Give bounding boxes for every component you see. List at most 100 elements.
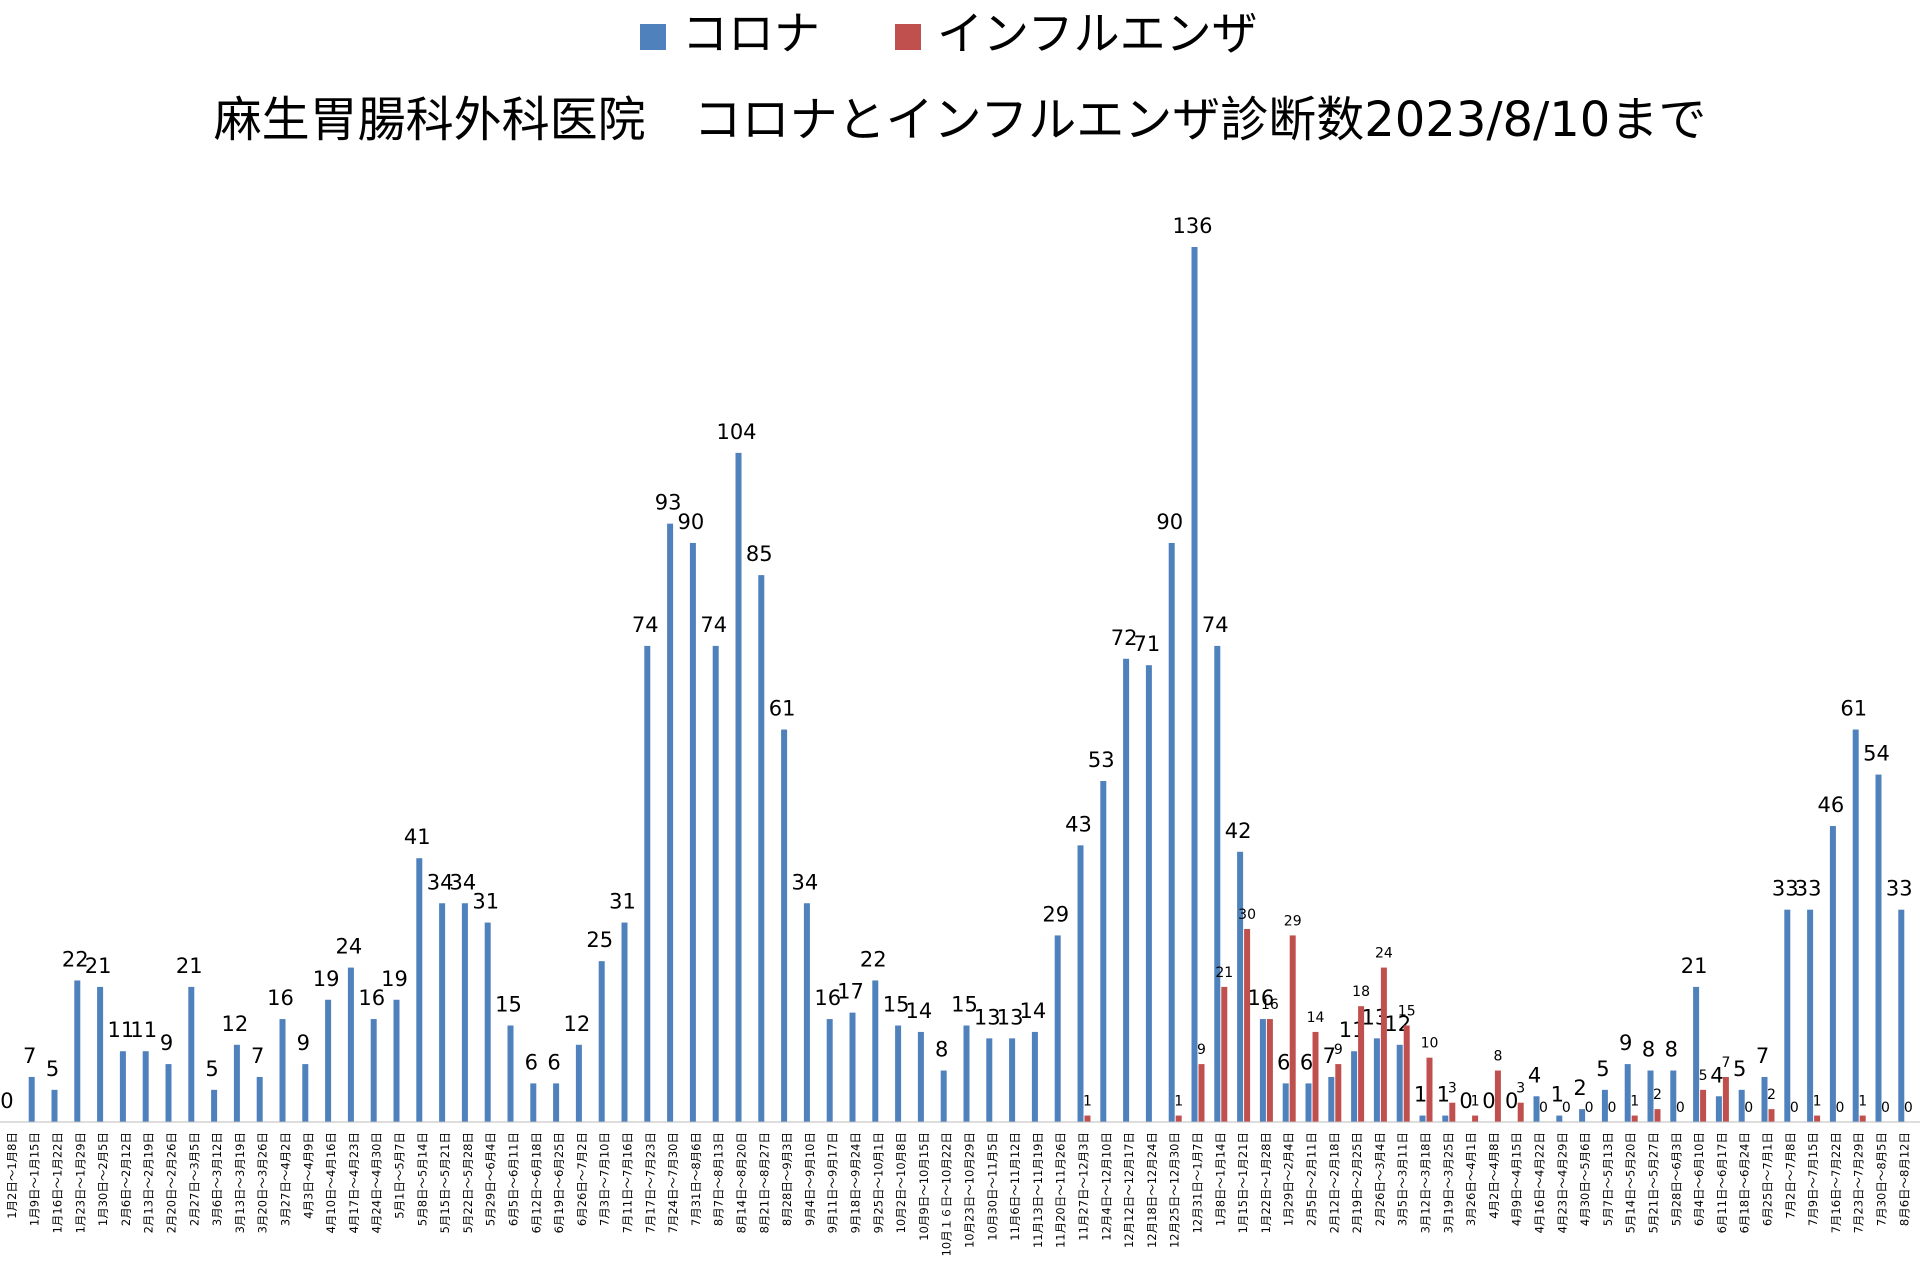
x-tick-label: 2月6日～2月12日 [119, 1132, 133, 1226]
bar [1533, 1096, 1540, 1122]
x-tick-label: 3月6日～3月12日 [210, 1132, 224, 1226]
bar [1722, 1076, 1729, 1122]
data-label: 9 [297, 1031, 310, 1055]
x-tick-label: 7月17日～7月23日 [643, 1132, 657, 1233]
x-tick-label: 11月27日～12月3日 [1077, 1132, 1091, 1241]
x-tick-label: 6月26日～7月2日 [575, 1132, 589, 1226]
data-label: 16 [358, 986, 385, 1010]
bar [849, 1012, 856, 1122]
x-tick-label: 4月16日～4月22日 [1533, 1132, 1547, 1233]
bar [1145, 665, 1152, 1122]
bar [1312, 1031, 1319, 1122]
bar [1738, 1089, 1745, 1122]
data-label: 5 [1596, 1057, 1609, 1081]
bar [439, 903, 446, 1122]
bar [28, 1076, 35, 1122]
data-label: 29 [1284, 913, 1302, 929]
x-tick-label: 3月27日～4月2日 [279, 1132, 293, 1226]
bar [1282, 1083, 1289, 1122]
x-tick-label: 5月7日～5月13日 [1601, 1132, 1615, 1226]
x-tick-label: 4月3日～4月9日 [301, 1132, 315, 1219]
bar [1654, 1109, 1661, 1122]
bar [1077, 845, 1084, 1122]
x-tick-label: 9月18日～9月24日 [849, 1132, 863, 1233]
data-label: 1 [1414, 1083, 1427, 1107]
data-label: 0 [0, 1089, 13, 1113]
data-label: 46 [1818, 793, 1845, 817]
bar [1670, 1070, 1677, 1122]
data-label: 8 [935, 1038, 948, 1062]
data-label: 7 [1756, 1044, 1769, 1068]
data-label: 72 [1111, 626, 1138, 650]
data-label: 1 [1174, 1094, 1183, 1110]
data-label: 3 [1516, 1081, 1525, 1097]
bar [370, 1019, 377, 1122]
x-tick-label: 8月7日～8月13日 [712, 1132, 726, 1226]
x-tick-label: 4月30日～5月6日 [1578, 1132, 1592, 1226]
bar [1601, 1089, 1608, 1122]
bar [1175, 1115, 1182, 1122]
data-label: 0 [1835, 1100, 1844, 1116]
x-tick-label: 7月30日～8月5日 [1875, 1132, 1889, 1226]
data-label: 21 [1681, 954, 1708, 978]
x-tick-label: 5月15日～5月21日 [438, 1132, 452, 1233]
data-label: 30 [1238, 907, 1256, 923]
data-label: 1 [1551, 1083, 1564, 1107]
data-label: 14 [1020, 999, 1047, 1023]
data-label: 90 [1156, 510, 1183, 534]
data-label: 24 [336, 935, 363, 959]
data-label: 34 [427, 870, 454, 894]
x-tick-label: 1月29日～2月4日 [1282, 1132, 1296, 1226]
data-label: 22 [860, 947, 887, 971]
x-tick-label: 1月8日～1月14日 [1213, 1132, 1227, 1226]
bar [1009, 1038, 1016, 1122]
x-tick-label: 1月2日～1月8日 [5, 1132, 19, 1219]
data-label: 21 [85, 954, 112, 978]
bar [1289, 935, 1296, 1122]
data-label: 9 [160, 1031, 173, 1055]
data-label: 0 [1482, 1089, 1495, 1113]
bar [1647, 1070, 1654, 1122]
data-label: 25 [586, 928, 613, 952]
x-tick-label: 11月13日～11月19日 [1031, 1132, 1045, 1248]
bar [1305, 1083, 1312, 1122]
data-label: 16 [267, 986, 294, 1010]
data-label: 24 [1375, 946, 1393, 962]
bar [165, 1064, 172, 1122]
bar [484, 922, 491, 1122]
data-label: 6 [1300, 1050, 1313, 1074]
x-tick-label: 6月19日～6月25日 [552, 1132, 566, 1233]
bar [1358, 1006, 1365, 1122]
data-label: 13 [997, 1005, 1024, 1029]
data-label: 15 [883, 992, 910, 1016]
bar [553, 1083, 560, 1122]
data-label: 93 [655, 491, 682, 515]
bar [461, 903, 468, 1122]
x-tick-label: 3月13日～3月19日 [233, 1132, 247, 1233]
x-tick-label: 10月9日～10月15日 [917, 1132, 931, 1241]
data-label: 6 [547, 1050, 560, 1074]
data-label: 0 [1607, 1100, 1616, 1116]
x-tick-label: 7月3日～7月10日 [598, 1132, 612, 1226]
data-label: 11 [130, 1018, 157, 1042]
data-label: 1 [1437, 1083, 1450, 1107]
data-label: 18 [1352, 984, 1370, 1000]
data-label: 31 [609, 890, 636, 914]
x-tick-label: 3月12日～3月18日 [1419, 1132, 1433, 1233]
bar [1426, 1057, 1433, 1122]
data-label: 11 [108, 1018, 135, 1042]
bar [1829, 826, 1836, 1122]
data-label: 12 [564, 1012, 591, 1036]
x-tick-label: 6月18日～6月24日 [1738, 1132, 1752, 1233]
x-tick-label: 5月28日～6月3日 [1669, 1132, 1683, 1226]
data-label: 1 [1630, 1094, 1639, 1110]
data-label: 74 [700, 613, 727, 637]
x-tick-label: 1月23日～1月29日 [73, 1132, 87, 1233]
data-label: 5 [205, 1057, 218, 1081]
data-label: 71 [1134, 632, 1161, 656]
bar [302, 1064, 309, 1122]
bar [1031, 1031, 1038, 1122]
bar [51, 1089, 58, 1122]
x-tick-label: 5月29日～6月4日 [484, 1132, 498, 1226]
data-label: 12 [222, 1012, 249, 1036]
